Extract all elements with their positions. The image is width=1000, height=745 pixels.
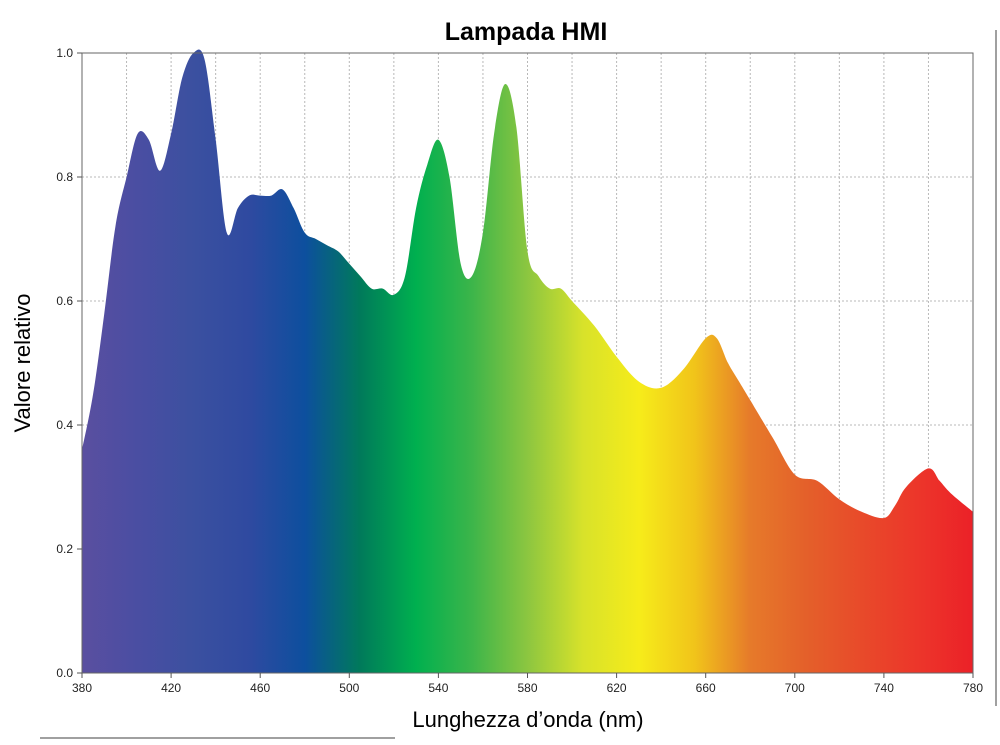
x-tick-label: 740 <box>874 681 894 695</box>
y-tick-label: 0.0 <box>56 666 73 680</box>
spectrum-area <box>82 49 973 673</box>
x-tick-label: 460 <box>250 681 270 695</box>
y-axis: 0.0 0.2 0.4 0.6 0.8 1.0 <box>56 46 82 680</box>
y-tick-label: 0.4 <box>56 418 73 432</box>
x-axis-title: Lunghezza d’onda (nm) <box>412 707 643 732</box>
x-axis: 380 420 460 500 540 580 620 660 700 740 780 <box>72 673 983 695</box>
x-tick-label: 380 <box>72 681 92 695</box>
x-tick-label: 580 <box>517 681 537 695</box>
chart-title: Lampada HMI <box>445 18 608 46</box>
x-tick-label: 540 <box>428 681 448 695</box>
y-tick-label: 1.0 <box>56 46 73 60</box>
x-tick-label: 660 <box>696 681 716 695</box>
y-axis-title: Valore relativo <box>10 294 35 433</box>
spectrum-area-layer <box>82 49 973 673</box>
y-tick-label: 0.2 <box>56 542 73 556</box>
y-tick-label: 0.6 <box>56 294 73 308</box>
y-tick-label: 0.8 <box>56 170 73 184</box>
x-tick-label: 420 <box>161 681 181 695</box>
x-tick-label: 700 <box>785 681 805 695</box>
x-tick-label: 620 <box>607 681 627 695</box>
x-tick-label: 500 <box>339 681 359 695</box>
x-tick-label: 780 <box>963 681 983 695</box>
